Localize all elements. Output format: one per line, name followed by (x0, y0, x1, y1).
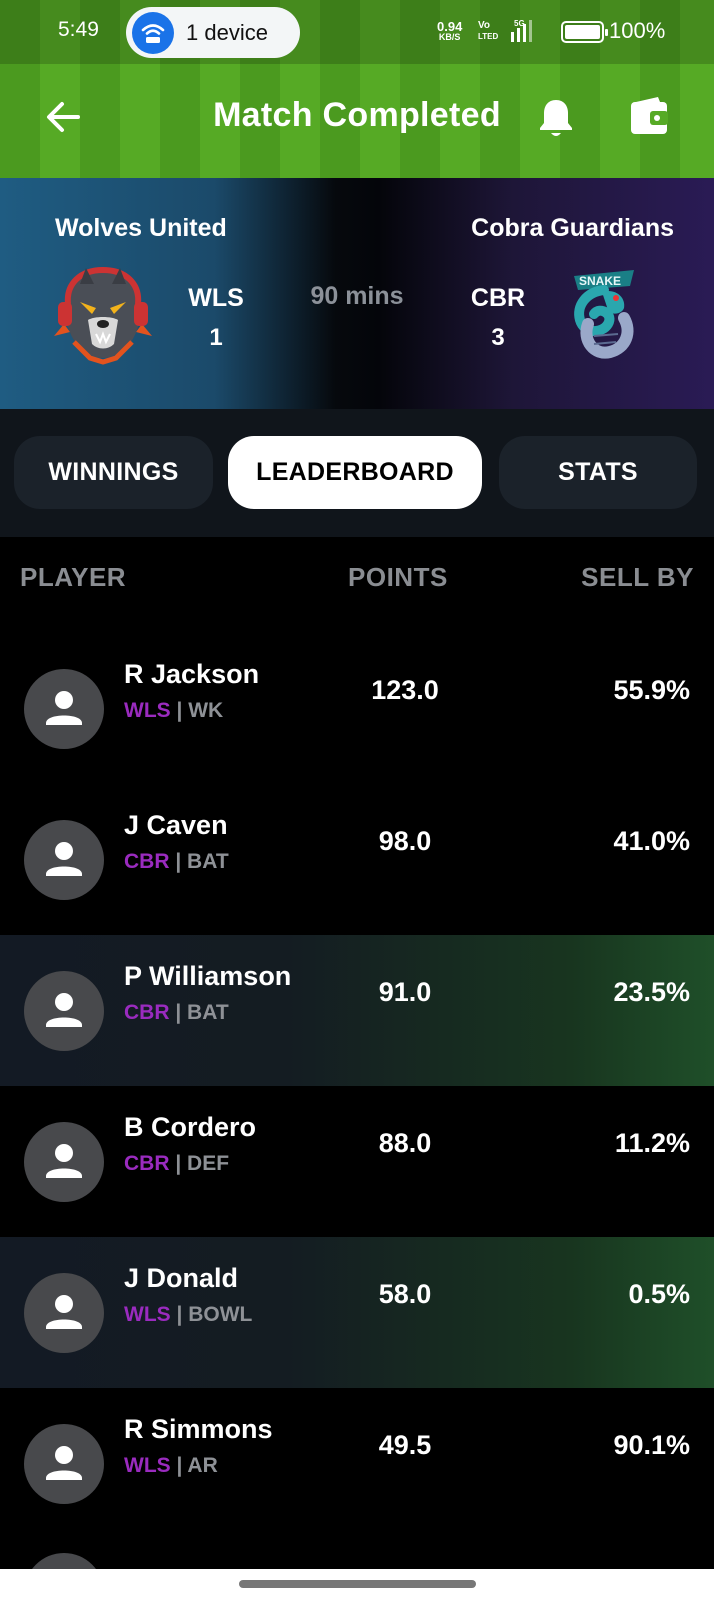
home-team-name: Wolves United (55, 214, 227, 242)
network-speed-value: 0.94 (437, 19, 463, 34)
player-role: BAT (187, 850, 229, 873)
player-points: 123.0 (371, 675, 439, 705)
leaderboard-row[interactable]: J Donald WLS | BOWL 58.0 0.5% (0, 1237, 714, 1388)
status-time: 5:49 (58, 18, 99, 41)
hotspot-device-pill[interactable]: 1 device (126, 7, 300, 58)
player-sell-by: 0.5% (628, 1279, 690, 1309)
player-name: R Jackson (124, 659, 260, 689)
meta-separator: | (170, 1303, 189, 1326)
player-team: WLS (124, 699, 171, 722)
tab-winnings[interactable]: WINNINGS (14, 436, 213, 509)
player-name: J Caven (124, 810, 228, 840)
player-avatar-icon (24, 1424, 104, 1504)
meta-separator: | (169, 1001, 188, 1024)
home-team-score: 1 (209, 324, 223, 351)
player-meta: WLS | BOWL (124, 1303, 252, 1327)
device-count-label: 1 device (186, 20, 268, 45)
volte-indicator: Vo LTED (478, 20, 498, 42)
match-duration: 90 mins (310, 282, 404, 310)
meta-separator: | (170, 1454, 188, 1477)
battery-icon (561, 21, 608, 43)
meta-separator: | (169, 1152, 188, 1175)
signal-label: 5G (514, 19, 525, 28)
player-team: CBR (124, 1001, 170, 1024)
leaderboard-row[interactable]: R Simmons WLS | AR 49.5 90.1% (0, 1388, 714, 1539)
status-bar: 5:49 1 device 0.94 KB/S Vo LTED 5G 100% (0, 0, 714, 64)
meta-separator: | (170, 699, 189, 722)
player-avatar-icon (24, 669, 104, 749)
leaderboard-list: R Jackson WLS | WK 123.0 55.9% J Caven CBR | … (0, 633, 714, 1539)
player-avatar-icon (24, 820, 104, 900)
signal-icon: 5G (510, 18, 544, 49)
player-team: WLS (124, 1303, 171, 1326)
tab-stats[interactable]: STATS (499, 436, 697, 509)
player-role: AR (187, 1454, 218, 1477)
player-sell-by: 90.1% (613, 1430, 690, 1460)
player-meta: WLS | WK (124, 699, 223, 723)
leaderboard-header: PLAYER POINTS SELL BY (0, 537, 714, 633)
home-gesture-handle[interactable] (239, 1580, 476, 1588)
column-sell-by: SELL BY (581, 562, 694, 592)
player-meta: CBR | BAT (124, 1001, 229, 1025)
player-name: P Williamson (124, 961, 292, 991)
match-scoreboard: Wolves United Cobra Guardians WLS 1 90 m… (0, 178, 714, 409)
app-header: Match Completed (0, 64, 714, 178)
bell-icon[interactable] (536, 96, 576, 140)
tab-leaderboard[interactable]: LEADERBOARD (228, 436, 482, 509)
player-avatar-icon (24, 971, 104, 1051)
player-points: 91.0 (378, 977, 432, 1007)
leaderboard-row[interactable]: P Williamson CBR | BAT 91.0 23.5% (0, 935, 714, 1086)
player-points: 58.0 (378, 1279, 432, 1309)
player-role: BOWL (188, 1303, 253, 1326)
player-sell-by: 11.2% (614, 1128, 690, 1158)
player-team: CBR (124, 1152, 170, 1175)
player-points: 98.0 (378, 826, 432, 856)
player-role: WK (188, 699, 224, 722)
player-meta: CBR | BAT (124, 850, 229, 874)
meta-separator: | (169, 850, 188, 873)
wolf-logo-icon (50, 262, 156, 366)
player-meta: CBR | DEF (124, 1152, 229, 1176)
volte-line2: LTED (478, 32, 499, 41)
away-team-code: CBR (470, 284, 526, 312)
leaderboard-row[interactable]: R Jackson WLS | WK 123.0 55.9% (0, 633, 714, 784)
page-title: Match Completed (213, 96, 501, 134)
back-arrow-icon[interactable] (40, 94, 86, 140)
volte-line1: Vo (478, 20, 491, 31)
player-role: DEF (187, 1152, 230, 1175)
player-team: CBR (124, 850, 170, 873)
hotspot-icon (132, 12, 174, 54)
player-role: BAT (187, 1001, 229, 1024)
home-team-code: WLS (188, 284, 244, 312)
wallet-icon[interactable] (628, 96, 672, 138)
snake-logo-text: SNAKE (579, 274, 621, 288)
player-avatar-icon (24, 1122, 104, 1202)
leaderboard-row[interactable]: J Caven CBR | BAT 98.0 41.0% (0, 784, 714, 935)
player-meta: WLS | AR (124, 1454, 218, 1478)
player-points: 49.5 (378, 1430, 432, 1460)
away-team-score: 3 (491, 324, 505, 351)
away-team-name: Cobra Guardians (471, 214, 674, 242)
column-points: POINTS (348, 562, 448, 592)
player-name: B Cordero (124, 1112, 257, 1142)
snake-logo-icon: SNAKE (564, 262, 670, 366)
player-sell-by: 41.0% (613, 826, 690, 856)
tabs-bar: WINNINGS LEADERBOARD STATS (0, 409, 714, 537)
player-avatar-icon (24, 1273, 104, 1353)
battery-level: 100% (609, 18, 666, 43)
network-speed: 0.94 KB/S (437, 20, 462, 42)
player-name: R Simmons (124, 1414, 273, 1444)
leaderboard-row[interactable]: B Cordero CBR | DEF 88.0 11.2% (0, 1086, 714, 1237)
player-points: 88.0 (378, 1128, 432, 1158)
player-sell-by: 55.9% (613, 675, 690, 705)
player-sell-by: 23.5% (613, 977, 690, 1007)
network-speed-unit: KB/S (438, 32, 461, 42)
column-player: PLAYER (20, 562, 127, 592)
player-name: J Donald (124, 1263, 239, 1293)
gesture-nav-bar (0, 1569, 714, 1599)
player-team: WLS (124, 1454, 171, 1477)
